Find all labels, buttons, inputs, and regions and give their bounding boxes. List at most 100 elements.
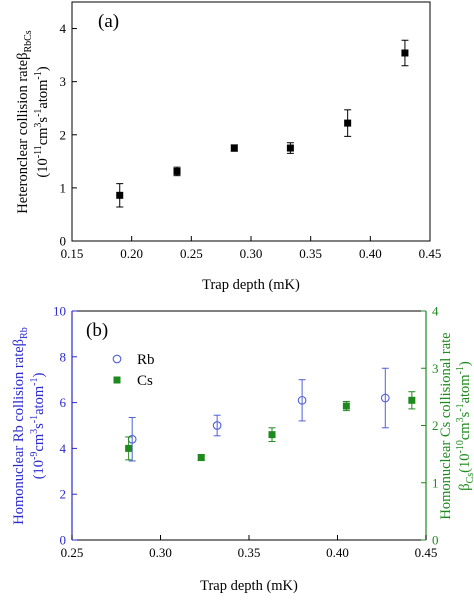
panel-b-left-y-tick-label: 8: [60, 349, 67, 364]
panel-b-cs-data-point: [125, 444, 133, 452]
panel-a-x-axis-label: Trap depth (mK): [202, 277, 300, 293]
panel-b-x-tick-label: 0.40: [326, 545, 349, 560]
units-br-symbol: β: [457, 483, 473, 490]
panel-a-y-axis-label-main: Heteronclear collision rate: [15, 60, 31, 214]
units-br-mid2: s: [457, 411, 473, 417]
panel-b-rb-data-point: [380, 393, 390, 403]
panel-b: 0.25 0.30 0.35 0.40 0.45 0 2 4 6 8 10 0 1 2 3 4 (b) R…: [11, 304, 474, 595]
units-br-open: (10: [457, 453, 473, 472]
panel-b-left-label-symbol: β: [11, 339, 27, 346]
panel-b-cs-data-point: [268, 431, 276, 439]
units-a-open: (10: [35, 158, 51, 177]
units-bl-exp1: -9: [29, 452, 40, 460]
panel-b-left-y-axis-label: Homonuclear Rb collision rateβRb: [11, 327, 30, 524]
legend-rb-label: Rb: [137, 352, 155, 368]
panel-b-right-y-tick-label: 1: [432, 475, 439, 490]
legend-cs-label: Cs: [137, 373, 153, 389]
panel-a-y-axis-units: (10-11cm3s-1atom-1): [33, 66, 51, 177]
panel-b-left-label-subscript: Rb: [19, 327, 30, 339]
panel-a-y-tick-label: 0: [60, 234, 67, 249]
panel-b-right-y-tick-label: 3: [432, 361, 439, 376]
panel-a-y-tick-label: 1: [60, 180, 67, 195]
panel-a-data-point: [230, 144, 238, 152]
panel-b-right-y-axis-units: βCs(10-10cm3s-1atom-1): [455, 361, 474, 491]
panel-b-label: (b): [86, 320, 108, 341]
panel-a-y-axis-label: Heteronclear collision rateβRbCs: [15, 30, 34, 214]
panel-b-x-tick-label: 0.30: [149, 545, 172, 560]
panel-b-right-y-tick-label: 4: [432, 304, 439, 319]
panel-a-x-tick-label: 0.15: [61, 246, 84, 261]
panel-b-legend: Rb Cs: [112, 352, 155, 389]
panel-a-y-axis-label-symbol: β: [15, 53, 31, 60]
panel-a-data-point: [401, 49, 409, 57]
legend-cs-marker: [113, 376, 121, 384]
panel-b-rb-data-point: [212, 421, 222, 430]
units-bl-exp4: -1: [29, 378, 40, 386]
panel-a-x-ticks: 0.15 0.20 0.25 0.30 0.35 0.40 0.45: [61, 236, 442, 261]
units-a-mid3: atom: [35, 79, 51, 109]
units-br-mid1: cm: [457, 422, 473, 440]
panel-b-cs-data-point: [342, 402, 350, 410]
units-bl-mid2: s: [31, 423, 47, 429]
panel-b-left-y-tick-label: 0: [60, 533, 67, 548]
legend-rb-marker: [112, 354, 122, 364]
panel-a-x-tick-label: 0.20: [120, 246, 143, 261]
panel-a-x-tick-label: 0.30: [240, 246, 263, 261]
units-bl-close: ): [31, 373, 47, 378]
units-br-exp4: -1: [455, 366, 466, 374]
units-br-exp1: -10: [455, 440, 466, 453]
panel-b-rb-data-point: [297, 395, 307, 405]
units-bl-exp2: 3: [29, 429, 40, 434]
units-a-mid1: cm: [35, 127, 51, 145]
panel-b-left-y-tick-label: 2: [60, 487, 67, 502]
units-br-subscript: Cs: [465, 473, 474, 484]
panel-b-right-y-ticks: 0 1 2 3 4: [421, 304, 439, 548]
panel-a-x-tick-label: 0.25: [180, 246, 203, 261]
panel-a-label: (a): [98, 11, 119, 32]
panel-a-data-points: [116, 39, 409, 208]
panel-b-left-label-main: Homonuclear Rb collision rate: [11, 346, 27, 524]
units-a-exp3: -1: [33, 109, 44, 117]
panel-a: 0.15 0.20 0.25 0.30 0.35 0.40 0.45 0 1 2 3 4 (a) T…: [15, 1, 442, 293]
units-a-exp2: 3: [33, 123, 44, 128]
units-bl-open: (10: [31, 460, 47, 479]
panel-a-data-point: [286, 144, 294, 152]
units-bl-mid3: atom: [31, 385, 47, 415]
panel-a-data-point: [116, 191, 124, 199]
panel-b-x-tick-label: 0.45: [415, 545, 438, 560]
panel-a-y-ticks: 0 1 2 3 4: [60, 21, 77, 249]
panel-b-left-y-axis-units: (10-9cm3s-1atom-1): [29, 373, 47, 480]
units-a-close: ): [35, 66, 51, 71]
panel-b-x-axis-label: Trap depth (mK): [200, 578, 298, 594]
units-bl-mid1: cm: [31, 433, 47, 451]
units-br-close: ): [457, 361, 473, 366]
units-a-exp1: -11: [33, 145, 44, 158]
units-a-exp4: -1: [33, 71, 44, 79]
panel-a-y-axis-label-subscript: RbCs: [23, 30, 34, 52]
panel-b-x-ticks: 0.25 0.30 0.35 0.40 0.45: [61, 535, 438, 560]
panel-b-left-y-ticks: 0 2 4 6 8 10: [53, 304, 77, 548]
panel-a-x-tick-label: 0.45: [419, 246, 442, 261]
panel-b-x-tick-label: 0.25: [61, 545, 84, 560]
units-bl-exp3: -1: [29, 415, 40, 423]
panel-a-x-tick-label: 0.35: [299, 246, 322, 261]
units-a-mid2: s: [35, 117, 51, 123]
panel-a-data-point: [173, 167, 181, 175]
panel-b-right-y-tick-label: 0: [432, 533, 439, 548]
panel-b-left-y-tick-label: 4: [60, 441, 67, 456]
units-br-exp3: -1: [455, 403, 466, 411]
units-br-exp2: 3: [455, 417, 466, 422]
panel-b-cs-data-point: [197, 454, 205, 462]
panel-b-right-y-axis-label: Homonuclear Cs collisional rate: [438, 332, 454, 519]
units-br-mid3: atom: [457, 374, 473, 404]
panel-b-left-y-tick-label: 10: [53, 304, 66, 319]
panel-a-data-point: [344, 119, 352, 127]
panel-b-right-y-tick-label: 2: [432, 418, 439, 433]
panel-b-cs-data-point: [408, 396, 416, 404]
panel-a-x-tick-label: 0.40: [359, 246, 382, 261]
panel-b-data-points: [125, 367, 416, 462]
panel-b-left-y-tick-label: 6: [60, 395, 67, 410]
panel-a-plot-frame: [71, 1, 431, 242]
panel-a-y-tick-label: 4: [60, 21, 67, 36]
